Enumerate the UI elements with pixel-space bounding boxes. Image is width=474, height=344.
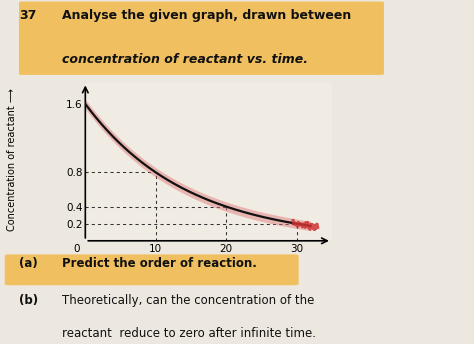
Text: (a): (a): [19, 257, 38, 270]
Text: reactant  reduce to zero after infinite time.: reactant reduce to zero after infinite t…: [62, 327, 316, 340]
Text: 37: 37: [19, 9, 36, 22]
Text: Analyse the given graph, drawn between: Analyse the given graph, drawn between: [62, 9, 351, 22]
Text: Predict the order of reaction.: Predict the order of reaction.: [62, 257, 256, 270]
Text: 0: 0: [73, 244, 80, 254]
Text: concentration of reactant vs. time.: concentration of reactant vs. time.: [62, 53, 308, 66]
X-axis label: Time ⟶: Time ⟶: [187, 258, 230, 268]
Text: Concentration of reactant ⟶: Concentration of reactant ⟶: [7, 88, 17, 232]
Text: (b): (b): [19, 294, 38, 307]
Text: Theoretically, can the concentration of the: Theoretically, can the concentration of …: [62, 294, 314, 307]
FancyBboxPatch shape: [19, 1, 384, 75]
FancyBboxPatch shape: [5, 255, 299, 285]
